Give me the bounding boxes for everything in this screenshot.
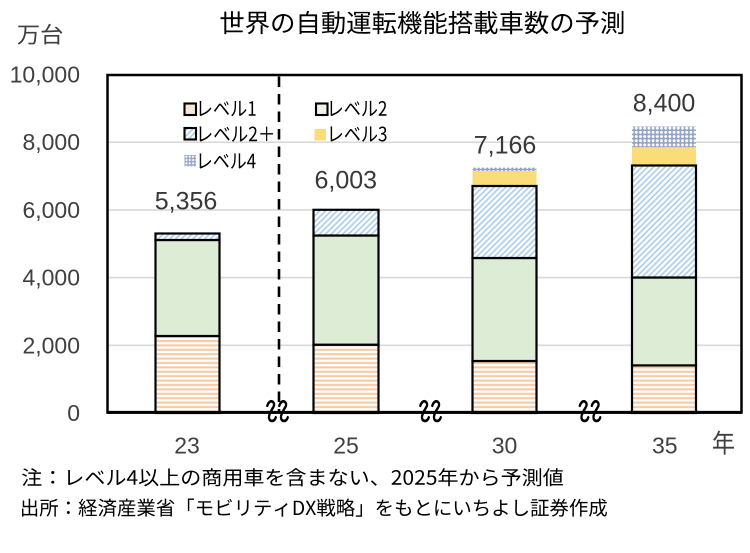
- svg-text:23: 23: [174, 433, 200, 459]
- svg-text:30: 30: [492, 433, 518, 459]
- svg-text:25: 25: [333, 433, 359, 459]
- svg-text:35: 35: [652, 433, 678, 459]
- svg-text:8,000: 8,000: [22, 129, 80, 155]
- svg-text:6,000: 6,000: [22, 197, 80, 223]
- svg-text:10,000: 10,000: [10, 62, 80, 88]
- svg-text:5,356: 5,356: [155, 187, 218, 215]
- svg-text:2,000: 2,000: [22, 332, 80, 358]
- svg-text:6,003: 6,003: [315, 167, 378, 195]
- svg-text:4,000: 4,000: [22, 265, 80, 291]
- svg-text:7,166: 7,166: [474, 132, 537, 160]
- svg-text:0: 0: [67, 400, 80, 426]
- svg-text:8,400: 8,400: [633, 90, 696, 118]
